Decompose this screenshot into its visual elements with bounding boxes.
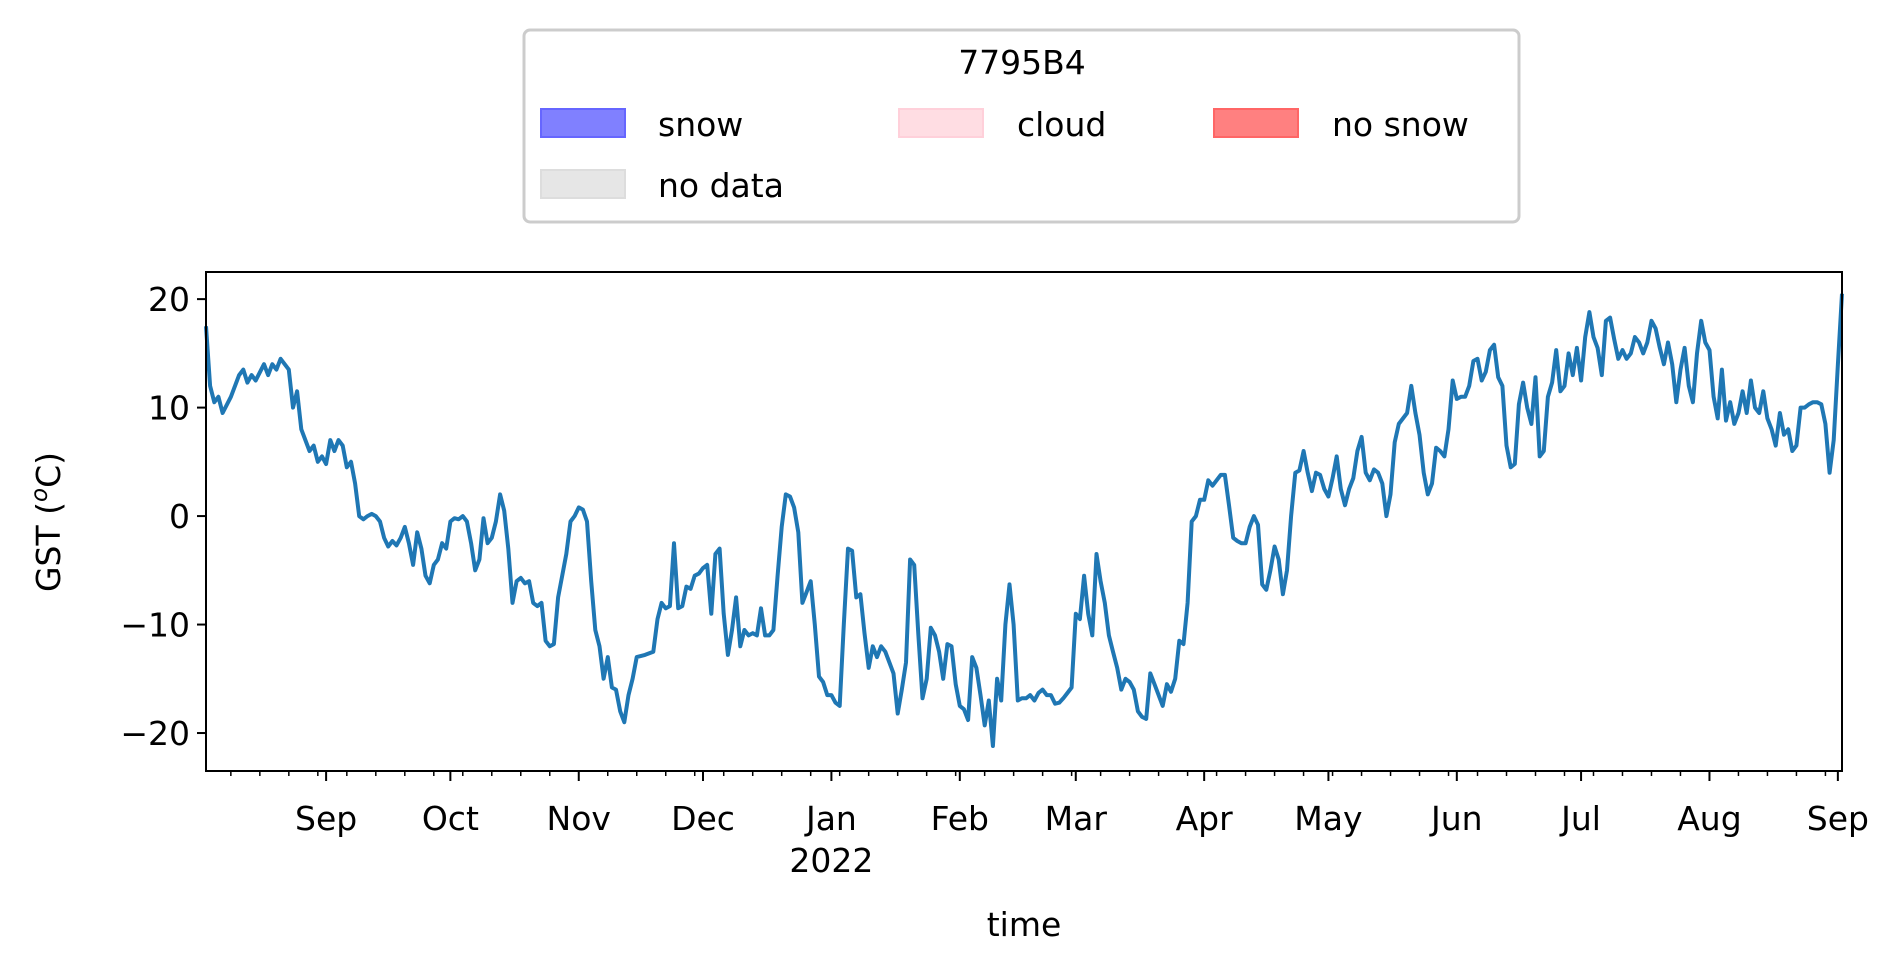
- legend-entry-snow: snow: [540, 105, 743, 144]
- legend-frame: [522, 28, 1521, 224]
- x-tick-label: Dec: [671, 799, 735, 838]
- legend-swatch-cloud: [899, 109, 983, 137]
- legend-swatch-no-snow: [1214, 109, 1298, 137]
- x-tick-label: Sep: [1807, 799, 1869, 838]
- x-tick-label: Jun: [1429, 799, 1483, 838]
- legend-label-cloud: cloud: [1017, 105, 1106, 144]
- x-tick-label: Aug: [1677, 799, 1741, 838]
- x-tick-year-label: 2022: [789, 841, 873, 880]
- legend-swatch-snow: [541, 109, 625, 137]
- legend-label-snow: snow: [658, 105, 743, 144]
- legend-title: 7795B4: [958, 43, 1086, 82]
- y-tick-label: 20: [148, 280, 190, 319]
- x-tick-label: Nov: [547, 799, 611, 838]
- x-tick-label: Sep: [295, 799, 357, 838]
- x-tick-label: Jul: [1559, 799, 1601, 838]
- legend: 7795B4 snow cloud no snow no data: [522, 28, 1521, 224]
- x-tick-label: Jan: [804, 799, 857, 838]
- legend-entry-no-snow: no snow: [1213, 105, 1469, 144]
- x-tick-label: Mar: [1045, 799, 1108, 838]
- legend-swatch-cloud-edge: [898, 108, 984, 138]
- y-tick-label: 0: [169, 497, 190, 536]
- y-axis-title-main: GST (: [29, 502, 68, 592]
- legend-swatch-snow-edge: [540, 108, 626, 138]
- y-axis: −20 −10 0 10 20: [120, 280, 206, 753]
- y-axis-title: GST (oC): [27, 452, 68, 592]
- series-line-gst: [204, 293, 1844, 748]
- x-axis-title: time: [987, 905, 1062, 944]
- x-tick-label: Apr: [1176, 799, 1234, 838]
- x-tick-label: Feb: [931, 799, 989, 838]
- legend-swatch-no-data: [541, 170, 625, 198]
- x-tick-label: May: [1294, 799, 1362, 838]
- legend-entry-no-data: no data: [540, 166, 784, 205]
- y-tick-label: −20: [120, 714, 190, 753]
- legend-label-no-data: no data: [658, 166, 784, 205]
- x-tick-label: Oct: [422, 799, 479, 838]
- legend-swatch-no-snow-edge: [1213, 108, 1299, 138]
- legend-label-no-snow: no snow: [1332, 105, 1469, 144]
- y-tick-label: 10: [148, 389, 190, 428]
- y-tick-label: −10: [120, 606, 190, 645]
- legend-entry-cloud: cloud: [898, 105, 1106, 144]
- plot-frame: [205, 271, 1843, 772]
- y-axis-title-superscript: o: [27, 488, 53, 502]
- legend-swatch-no-data-edge: [540, 169, 626, 199]
- y-axis-title-unit: C): [29, 452, 68, 488]
